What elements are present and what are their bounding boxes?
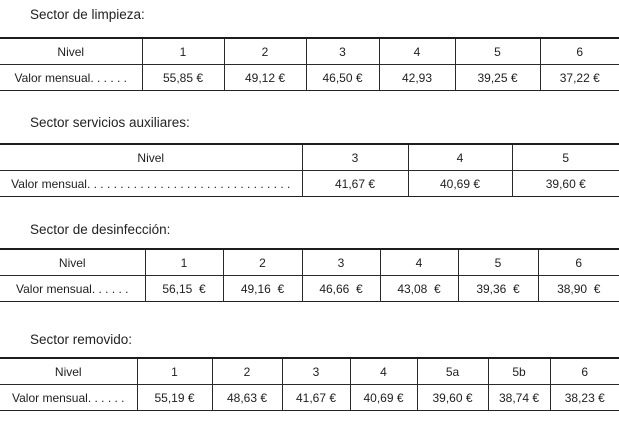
value-cell: 49,12 €: [223, 64, 306, 91]
value-cell: 43,08 €: [379, 275, 458, 302]
level-cell: 2: [211, 358, 282, 385]
section-heading: Sector de limpieza:: [30, 7, 145, 22]
value-cell: 39,60 €: [511, 170, 619, 197]
level-cell: 6: [537, 249, 619, 276]
value-cell: 56,15 €: [144, 275, 223, 302]
value-cell: 55,85 €: [141, 64, 224, 91]
value-cell: 38,90 €: [537, 275, 619, 302]
level-cell: 1: [144, 249, 223, 276]
value-cell: 39,25 €: [454, 64, 540, 91]
level-cell: 2: [223, 38, 306, 65]
level-cell: 6: [549, 358, 619, 385]
value-cell: 46,50 €: [305, 64, 379, 91]
nivel-header-cell: Nivel: [0, 358, 137, 385]
value-cell: 40,69 €: [349, 384, 417, 411]
level-cell: 1: [136, 358, 212, 385]
nivel-header-cell: Nivel: [0, 144, 302, 171]
level-cell: 6: [539, 38, 619, 65]
section-heading: Sector removido:: [30, 332, 133, 347]
value-cell: 49,16 €: [222, 275, 302, 302]
level-cell: 5: [511, 144, 619, 171]
value-cell: 42,93: [378, 64, 455, 91]
value-cell: 46,66 €: [301, 275, 380, 302]
value-cell: 55,19 €: [136, 384, 212, 411]
value-cell: 41,67 €: [301, 170, 408, 197]
level-cell: 5a: [416, 358, 488, 385]
table-header-row: Nivel 1 2 3 4 5 6: [0, 38, 619, 65]
table-value-row: Valor mensual. . . . . . 55,19 € 48,63 €…: [0, 384, 619, 411]
table-header-row: Nivel 1 2 3 4 5a 5b 6: [0, 358, 619, 385]
value-cell: 48,63 €: [211, 384, 282, 411]
level-cell: 3: [305, 38, 379, 65]
value-cell: 41,67 €: [281, 384, 350, 411]
section-removido: Sector removido: Nivel 1 2 3 4 5a 5b 6 V…: [0, 302, 619, 411]
rate-table-removido: Nivel 1 2 3 4 5a 5b 6 Valor mensual. . .…: [0, 357, 619, 411]
level-cell: 5b: [487, 358, 550, 385]
level-cell: 3: [301, 144, 408, 171]
nivel-header-cell: Nivel: [0, 249, 145, 276]
value-label-cell: Valor mensual. . . . . .: [14, 70, 128, 85]
value-label-cell: Valor mensual. . . . . .: [16, 281, 129, 296]
value-label-cell: Valor mensual. . . . . . . . . . . . . .…: [11, 176, 291, 191]
table-header-row: Nivel 1 2 3 4 5 6: [0, 249, 619, 276]
section-servicios-auxiliares: Sector servicios auxiliares: Nivel 3 4 5…: [0, 91, 619, 197]
level-cell: 4: [379, 249, 458, 276]
table-value-row: Valor mensual. . . . . . . . . . . . . .…: [0, 170, 619, 197]
rate-table-limpieza: Nivel 1 2 3 4 5 6 Valor mensual. . . . .…: [0, 37, 619, 91]
level-cell: 5: [454, 38, 540, 65]
value-cell: 39,60 €: [416, 384, 488, 411]
table-value-row: Valor mensual. . . . . . 56,15 € 49,16 €…: [0, 275, 619, 302]
level-cell: 4: [378, 38, 455, 65]
value-cell: 39,36 €: [457, 275, 538, 302]
table-header-row: Nivel 3 4 5: [0, 144, 619, 171]
level-cell: 4: [349, 358, 417, 385]
section-desinfeccion: Sector de desinfección: Nivel 1 2 3 4 5 …: [0, 197, 619, 302]
value-label-cell: Valor mensual. . . . . .: [12, 390, 125, 405]
level-cell: 3: [301, 249, 380, 276]
value-cell: 38,23 €: [549, 384, 619, 411]
rate-table-servicios-auxiliares: Nivel 3 4 5 Valor mensual. . . . . . . .…: [0, 143, 619, 197]
level-cell: 1: [141, 38, 224, 65]
level-cell: 2: [222, 249, 302, 276]
section-limpieza: Sector de limpieza: Nivel 1 2 3 4 5 6 Va…: [0, 0, 619, 91]
rate-table-desinfeccion: Nivel 1 2 3 4 5 6 Valor mensual. . . . .…: [0, 248, 619, 302]
section-heading: Sector de desinfección:: [30, 222, 171, 237]
level-cell: 4: [407, 144, 512, 171]
nivel-header-cell: Nivel: [0, 38, 142, 65]
section-heading: Sector servicios auxiliares:: [30, 115, 190, 130]
level-cell: 3: [281, 358, 350, 385]
value-cell: 38,74 €: [487, 384, 550, 411]
table-value-row: Valor mensual. . . . . . 55,85 € 49,12 €…: [0, 64, 619, 91]
level-cell: 5: [457, 249, 538, 276]
value-cell: 37,22 €: [539, 64, 619, 91]
value-cell: 40,69 €: [407, 170, 512, 197]
